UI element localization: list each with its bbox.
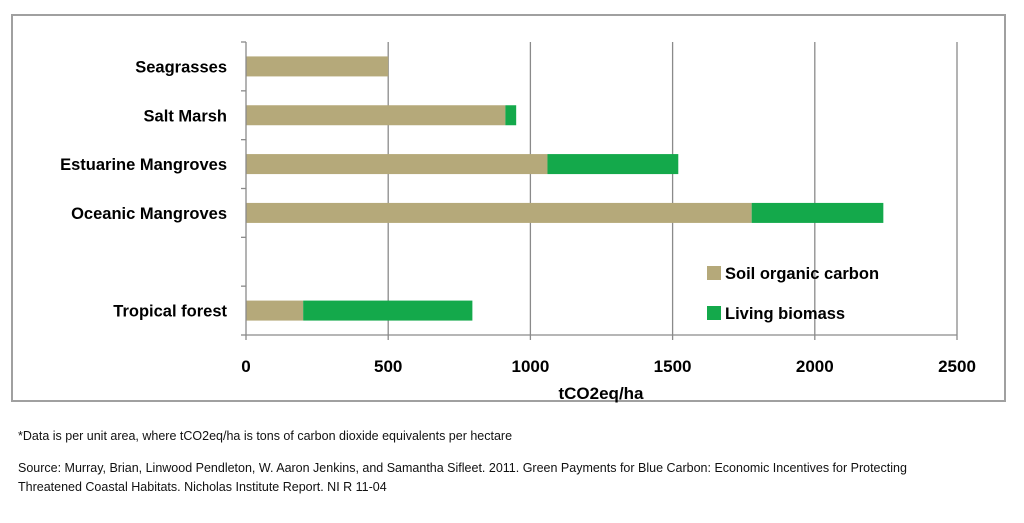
gridlines (387, 42, 958, 335)
bar-living-biomass (303, 300, 473, 321)
legend: Soil organic carbon Living biomass (707, 265, 879, 323)
y-category-label: Seagrasses (135, 58, 227, 76)
x-tick-label: 2500 (938, 357, 976, 376)
footnote: *Data is per unit area, where tCO2eq/ha … (18, 429, 513, 443)
bar-soil-organic-carbon (246, 154, 548, 175)
legend-swatch (707, 266, 721, 280)
source-line-2: Threatened Coastal Habitats. Nicholas In… (18, 480, 387, 494)
legend-label: Soil organic carbon (725, 265, 879, 283)
y-category-label: Tropical forest (113, 303, 227, 321)
x-tick-label: 2000 (796, 357, 834, 376)
bar-soil-organic-carbon (246, 105, 506, 126)
bar-soil-organic-carbon (246, 300, 304, 321)
bar-living-biomass (751, 202, 884, 223)
x-axis-label: tCO2eq/ha (558, 384, 644, 403)
x-tick-label: 0 (241, 357, 250, 376)
y-category-label: Salt Marsh (144, 107, 227, 125)
x-tick-label: 1500 (654, 357, 692, 376)
source-line-1: Source: Murray, Brian, Linwood Pendleton… (18, 461, 907, 475)
bar-living-biomass (505, 105, 517, 126)
bar-living-biomass (547, 154, 679, 175)
legend-swatch (707, 306, 721, 320)
y-category-label: Oceanic Mangroves (71, 205, 227, 223)
x-tick-label: 1000 (511, 357, 549, 376)
bars (246, 56, 884, 321)
bar-soil-organic-carbon (246, 56, 389, 77)
chart: 0 500 1000 1500 2000 2500 Seagrasses Salt Marsh… (11, 14, 1006, 403)
bar-soil-organic-carbon (246, 202, 752, 223)
axes: 0 500 1000 1500 2000 2500 Seagrasses Salt Marsh… (60, 41, 976, 376)
x-tick-label: 500 (374, 357, 402, 376)
legend-label: Living biomass (725, 305, 845, 323)
y-category-label: Estuarine Mangroves (60, 156, 227, 174)
